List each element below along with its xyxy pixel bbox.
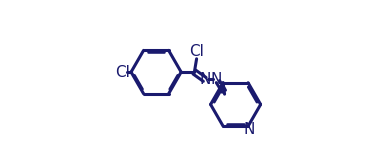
Text: N: N — [244, 122, 255, 136]
Text: Cl: Cl — [189, 44, 204, 59]
Text: Cl: Cl — [115, 64, 130, 80]
Text: N: N — [199, 72, 210, 87]
Text: N: N — [210, 72, 221, 87]
